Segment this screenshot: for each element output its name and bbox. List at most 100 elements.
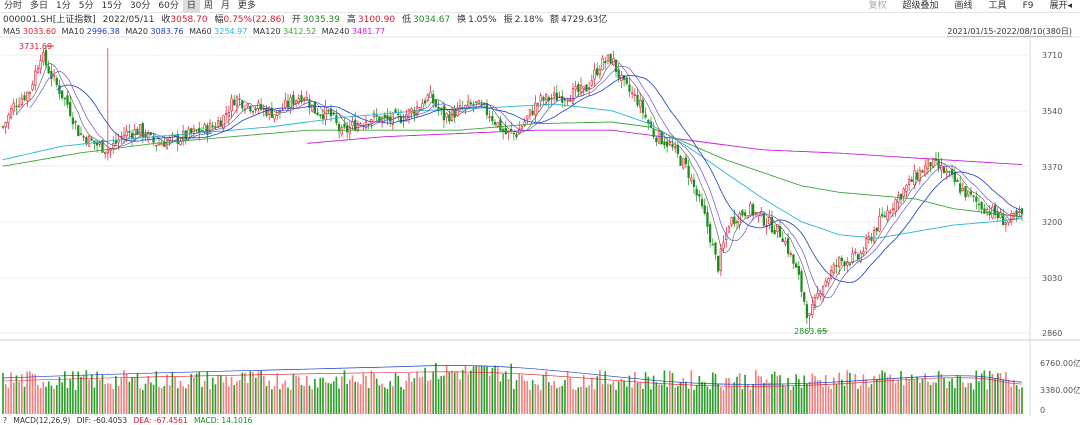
candle-body xyxy=(104,151,107,154)
tab-weekly[interactable]: 周 xyxy=(203,0,213,11)
volume-bar xyxy=(133,377,136,414)
candle-body xyxy=(695,188,698,196)
volume-bar xyxy=(176,388,179,414)
ma60-line xyxy=(2,103,1023,239)
candle-body xyxy=(69,102,72,116)
candle-body xyxy=(182,131,185,141)
f9-button[interactable]: F9 xyxy=(1022,1,1034,11)
date-range-selector[interactable]: 2021/01/15-2022/08/10(380日) xyxy=(947,27,1072,37)
volume-bar xyxy=(249,371,252,414)
volume-bar xyxy=(553,380,556,414)
candle-body xyxy=(95,141,99,146)
super-overlay-button[interactable]: 超级叠加 xyxy=(895,0,947,13)
volume-value: 4729.63亿 xyxy=(561,15,608,25)
volume-bar xyxy=(408,372,410,414)
candle-body xyxy=(902,188,905,197)
ma120-line xyxy=(2,121,1023,218)
candle-body xyxy=(230,98,233,112)
expand-button[interactable]: 展开◂ xyxy=(1049,1,1072,11)
candle-body xyxy=(859,252,862,262)
candle-body xyxy=(354,119,357,131)
candle-body xyxy=(469,102,472,105)
volume-bar xyxy=(615,389,617,414)
tab-daily[interactable]: 日 xyxy=(182,0,200,13)
candle-body xyxy=(9,108,13,119)
tab-15min[interactable]: 15分 xyxy=(101,0,122,11)
candle-body xyxy=(886,210,889,220)
volume-bar xyxy=(332,381,335,414)
volume-bar xyxy=(849,372,851,414)
candle-body xyxy=(47,66,50,74)
volume-bar xyxy=(206,371,209,414)
volume-bar xyxy=(203,380,206,414)
candle-body xyxy=(493,122,497,125)
candle-body xyxy=(601,57,604,71)
candle-body xyxy=(515,133,518,138)
volume-bar xyxy=(125,373,128,414)
candle-body xyxy=(367,123,370,126)
volume-bar xyxy=(738,373,741,414)
tab-60min[interactable]: 60分 xyxy=(158,0,179,11)
volume-bar xyxy=(96,371,98,414)
volume-bar xyxy=(768,382,771,414)
macd-label[interactable]: MACD(12,26,9) xyxy=(13,416,71,425)
volume-bar xyxy=(886,376,889,414)
volume-bar xyxy=(504,371,507,414)
tab-monthly[interactable]: 月 xyxy=(220,0,230,11)
help-icon[interactable]: ? xyxy=(3,416,7,425)
candle-body xyxy=(1007,219,1010,223)
candle-body xyxy=(499,119,502,131)
volume-bar xyxy=(953,388,956,414)
candle-body xyxy=(907,179,911,185)
candle-body xyxy=(77,125,80,137)
draw-line-button[interactable]: 画线 xyxy=(954,1,973,11)
fuquan-button[interactable]: 复权 xyxy=(868,1,887,11)
candle-body xyxy=(561,96,564,103)
candle-body xyxy=(389,116,392,122)
volume-bar xyxy=(964,387,967,414)
tab-30min[interactable]: 30分 xyxy=(129,0,151,11)
volume-bar xyxy=(117,386,120,414)
candle-body xyxy=(544,94,548,100)
candle-body xyxy=(781,238,784,242)
tab-intraday[interactable]: 分时 xyxy=(4,0,23,11)
volume-bar xyxy=(195,373,198,414)
candle-body xyxy=(792,254,795,264)
tab-5min[interactable]: 5分 xyxy=(78,0,94,11)
candle-body xyxy=(687,165,690,178)
candle-body xyxy=(407,109,411,118)
dif-value: DIF: -60.4053 xyxy=(76,416,128,425)
candle-body xyxy=(257,102,260,109)
volume-bar xyxy=(639,382,642,414)
change-label: 幅 xyxy=(214,15,224,25)
tab-1min[interactable]: 1分 xyxy=(56,0,71,11)
candle-body xyxy=(324,106,327,121)
candle-body xyxy=(620,74,623,81)
volume-bar xyxy=(951,378,953,414)
volume-bar xyxy=(15,375,18,414)
volume-bar xyxy=(64,371,66,414)
candle-body xyxy=(760,211,763,216)
volume-bar xyxy=(736,376,738,414)
candle-body xyxy=(423,100,427,104)
candle-body xyxy=(243,108,247,111)
volume-bar xyxy=(386,388,389,414)
candle-body xyxy=(79,133,83,135)
tools-button[interactable]: 工具 xyxy=(988,1,1007,11)
candle-body xyxy=(370,119,373,125)
candle-body xyxy=(157,142,161,146)
candle-body xyxy=(343,123,346,128)
candle-body xyxy=(768,216,771,225)
candle-body xyxy=(719,248,723,271)
candle-body xyxy=(752,204,755,216)
close-value: 3058.70 xyxy=(170,15,208,25)
price-tick: 3710 xyxy=(1042,51,1062,60)
volume-bar xyxy=(494,365,496,414)
tab-more[interactable]: 更多 xyxy=(237,0,256,11)
volume-bar xyxy=(988,370,991,414)
candle-body xyxy=(192,128,196,133)
candle-body xyxy=(375,115,378,117)
volume-bar xyxy=(843,385,846,414)
tab-multi-day[interactable]: 多日 xyxy=(30,0,49,11)
